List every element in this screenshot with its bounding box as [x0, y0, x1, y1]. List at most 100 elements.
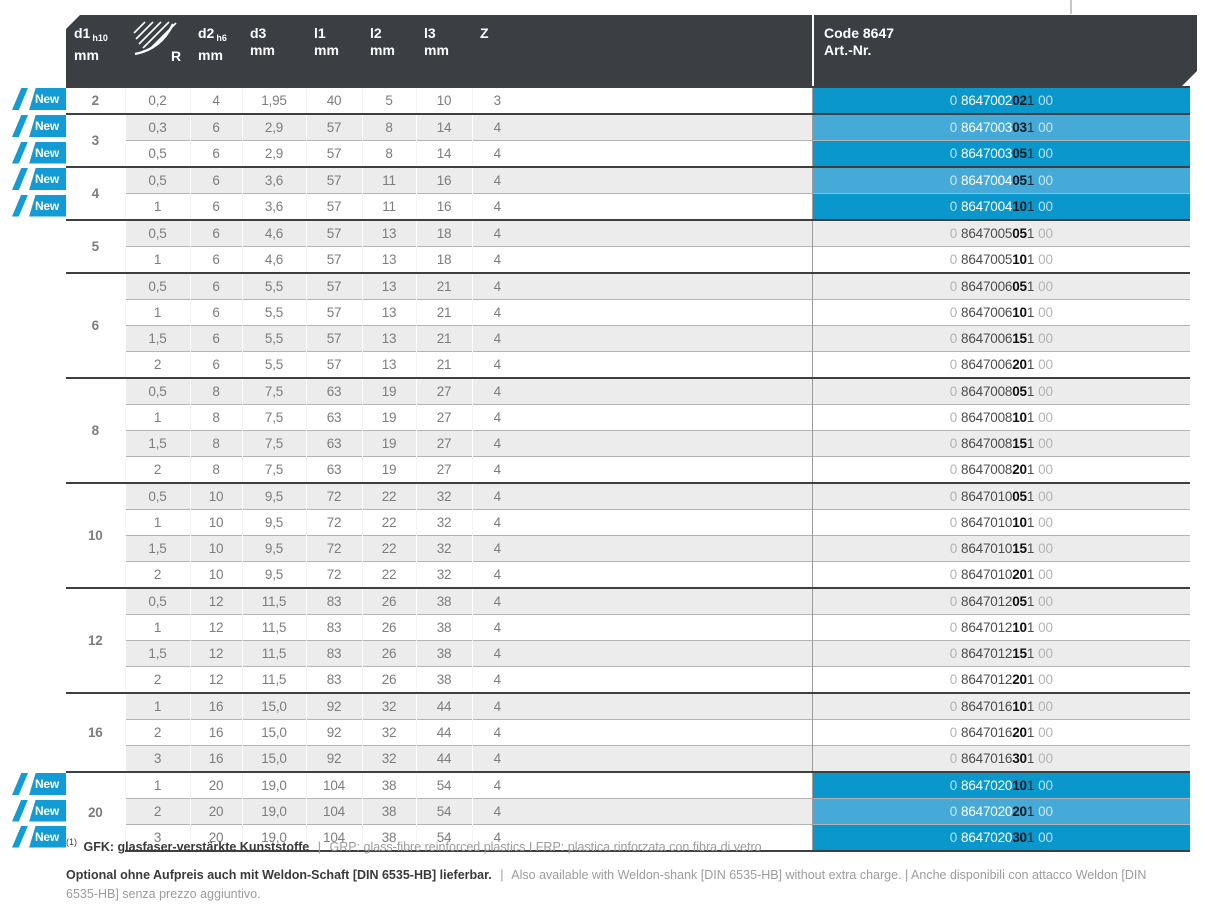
cell-spacer: [522, 351, 812, 378]
cell-l2: 32: [361, 745, 416, 772]
cell-d3: 9,5: [241, 561, 306, 588]
d1-group-value: 16: [66, 692, 125, 772]
new-badge-gutter: [10, 246, 66, 273]
article-number-part: 1: [1026, 646, 1035, 661]
col-header-r: R: [125, 15, 190, 86]
article-number-part: 00: [1038, 357, 1053, 372]
cell-spacer: [522, 719, 812, 746]
new-badge-chevron: [12, 88, 28, 110]
article-number-part: 00: [1038, 830, 1053, 845]
table-row: 16 1 16 15,0 92 32 44 4 0 8647016101 00: [10, 692, 1190, 772]
cell-l1: 63: [305, 430, 362, 457]
article-number-part: 00: [1038, 672, 1053, 687]
cell-d3: 4,6: [241, 219, 306, 247]
col-header-unit: mm: [74, 47, 99, 63]
cell-d2: 8: [189, 377, 242, 405]
article-number-part: 00: [1038, 436, 1053, 451]
new-badge-gutter: [10, 404, 66, 431]
col-header-unit: mm: [198, 47, 223, 63]
article-number-part: 8647004: [961, 199, 1013, 214]
cell-l3: 32: [415, 561, 472, 588]
article-number-part: 0: [949, 384, 958, 399]
table-row: 10 0,5 10 9,5 72 22 32 4 0 8647010051 00: [10, 482, 1190, 588]
corner-radius-icon: R: [133, 21, 183, 67]
article-number-part: 1: [1026, 93, 1035, 108]
cell-l2: 11: [361, 193, 416, 220]
article-number: 0 8647003051 00: [811, 140, 1190, 167]
article-number-part: 8647006: [961, 331, 1013, 346]
cell-l3: 27: [415, 456, 472, 483]
article-number-part: 0: [949, 751, 958, 766]
article-number: 0 8647008151 00: [811, 430, 1190, 457]
cell-r: 0,5: [124, 377, 190, 405]
new-badge-gutter: [10, 325, 66, 352]
cell-d3: 3,6: [241, 193, 306, 220]
cell-spacer: [522, 771, 812, 799]
article-number-part: 20: [1012, 672, 1027, 687]
article-number: 0 8647010051 00: [811, 482, 1190, 510]
col-header-l2: l2 mm: [362, 15, 416, 86]
article-number-part: 10: [1012, 305, 1027, 320]
table-row: 5 0,5 6 4,6 57 13 18 4 0 8647005051 00: [10, 219, 1190, 273]
cell-d3: 15,0: [241, 692, 306, 720]
article-number-part: 8647010: [961, 515, 1013, 530]
article-number-part: 1: [1026, 541, 1035, 556]
new-badge-gutter: New: [10, 140, 66, 167]
article-number-part: 8647008: [961, 436, 1013, 451]
cell-l2: 32: [361, 692, 416, 720]
article-number-part: 15: [1012, 646, 1027, 661]
article-number-part: 1: [1026, 804, 1035, 819]
article-number-part: 0: [949, 462, 958, 477]
table-row: New 4 0,5 6 3,6 57 11 16 4 0 8647004051 00: [10, 166, 1190, 220]
cell-d3: 7,5: [241, 377, 306, 405]
article-number-part: 1: [1026, 173, 1035, 188]
cell-spacer: [522, 299, 812, 326]
article-number-part: 0: [949, 725, 958, 740]
new-badge-gutter: [10, 561, 66, 588]
article-number-part: 00: [1038, 120, 1053, 135]
table-row: New 1 6 3,6 57 11 16 4 0 8647004101 00: [10, 193, 1190, 220]
cell-d3: 11,5: [241, 614, 306, 641]
table-row: 12 0,5 12 11,5 83 26 38 4 0 8647012051 00: [10, 587, 1190, 693]
new-badge-gutter: [10, 640, 66, 667]
article-number-part: 00: [1038, 252, 1053, 267]
cell-z: 4: [471, 430, 522, 457]
col-header-label: l3: [424, 25, 436, 41]
table-row: 6 0,5 6 5,5 57 13 21 4 0 8647006051 00: [10, 272, 1190, 378]
cell-d2: 16: [189, 719, 242, 746]
article-number-part: 8647005: [961, 226, 1013, 241]
col-header-label: d3: [250, 25, 267, 41]
cell-z: 4: [471, 219, 522, 247]
new-badge: New: [10, 799, 66, 822]
cell-l1: 63: [305, 456, 362, 483]
article-number: 0 8647012051 00: [811, 587, 1190, 615]
article-number-part: 1: [1026, 436, 1035, 451]
table-row: 1,5 10 9,5 72 22 32 4 0 8647010151 00: [10, 535, 1190, 562]
article-number-part: 1: [1026, 515, 1035, 530]
article-number-part: 0: [949, 672, 958, 687]
cell-l3: 32: [415, 482, 472, 510]
cell-r: 2: [124, 351, 190, 378]
article-number-part: 15: [1012, 331, 1027, 346]
article-number: 0 8647004051 00: [811, 166, 1190, 194]
cell-r: 1: [124, 246, 190, 273]
article-number: 0 8647012101 00: [811, 614, 1190, 641]
new-badge-label: New: [29, 115, 66, 137]
cell-spacer: [522, 482, 812, 510]
col-header-label: Art.-Nr.: [824, 42, 872, 58]
footnote-weldon-translations: Also available with Weldon-shank [DIN 65…: [66, 867, 1147, 901]
article-number-part: 0: [949, 331, 958, 346]
cell-l2: 38: [361, 824, 416, 852]
cell-l3: 32: [415, 535, 472, 562]
cell-l3: 21: [415, 272, 472, 300]
article-number-part: 1: [1026, 830, 1035, 845]
new-badge-gutter: New: [10, 824, 66, 851]
new-badge-gutter: [10, 483, 66, 510]
table-row: 2 16 15,0 92 32 44 4 0 8647016201 00: [10, 719, 1190, 746]
cell-z: 4: [471, 640, 522, 667]
d1-group-value: 8: [66, 377, 125, 483]
new-badge-gutter: [10, 430, 66, 457]
cell-d3: 7,5: [241, 404, 306, 431]
table-row: 8 0,5 8 7,5 63 19 27 4 0 8647008051 00: [10, 377, 1190, 483]
